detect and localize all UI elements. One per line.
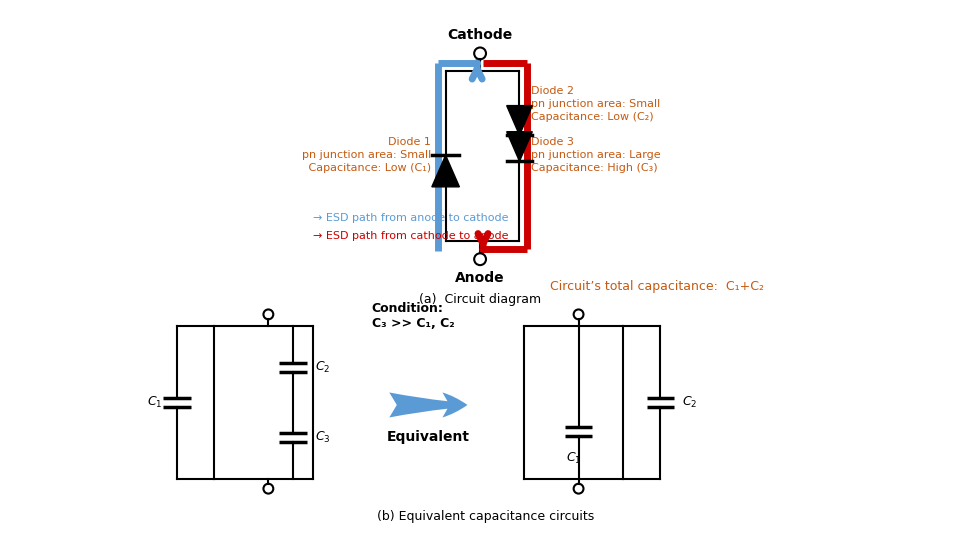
Text: Anode: Anode (455, 271, 504, 285)
Text: (a)  Circuit diagram: (a) Circuit diagram (419, 293, 541, 306)
Text: $C_2$: $C_2$ (315, 360, 330, 375)
Text: Cathode: Cathode (447, 27, 512, 42)
Text: $C_1$: $C_1$ (566, 451, 581, 467)
Polygon shape (506, 132, 533, 161)
Text: Diode 3
pn junction area: Large
Capacitance: High (C₃): Diode 3 pn junction area: Large Capacita… (532, 137, 661, 173)
Text: (b) Equivalent capacitance circuits: (b) Equivalent capacitance circuits (377, 510, 595, 523)
Text: $C_2$: $C_2$ (682, 395, 697, 410)
Text: Diode 2
pn junction area: Small
Capacitance: Low (C₂): Diode 2 pn junction area: Small Capacita… (532, 86, 661, 123)
Text: → ESD path from cathode to anode: → ESD path from cathode to anode (313, 231, 508, 241)
Text: $C_1$: $C_1$ (148, 395, 163, 410)
Text: $C_3$: $C_3$ (315, 430, 330, 445)
Text: Circuit’s total capacitance:  C₁+C₂: Circuit’s total capacitance: C₁+C₂ (550, 280, 764, 293)
Text: Equivalent: Equivalent (387, 429, 469, 444)
Text: Condition:
C₃ >> C₁, C₂: Condition: C₃ >> C₁, C₂ (371, 301, 454, 329)
Text: Diode 1
pn junction area: Small
 Capacitance: Low (C₁): Diode 1 pn junction area: Small Capacita… (301, 137, 431, 173)
Text: → ESD path from anode to cathode: → ESD path from anode to cathode (313, 213, 508, 223)
Polygon shape (432, 155, 460, 187)
Polygon shape (506, 106, 533, 135)
